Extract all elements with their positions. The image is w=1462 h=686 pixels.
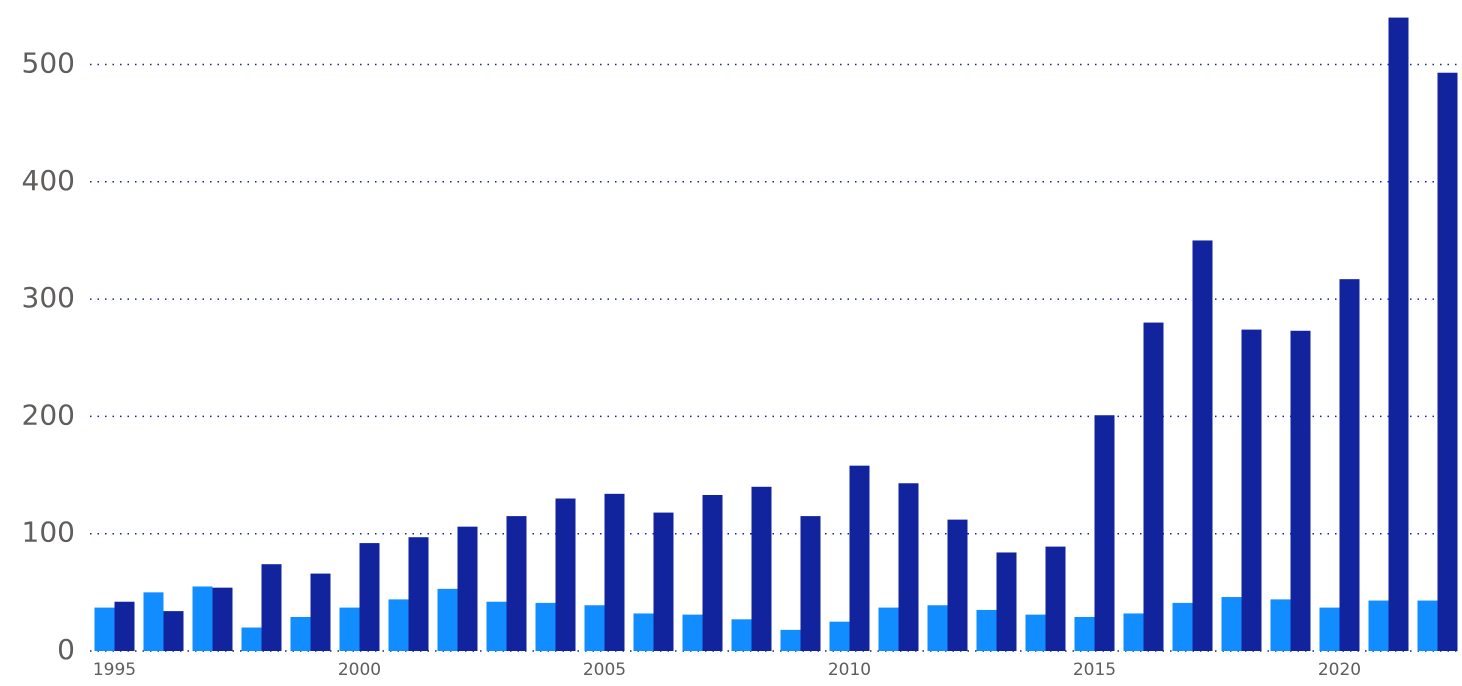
bar (1368, 600, 1389, 651)
y-tick-label: 100 (22, 516, 75, 549)
bar (1123, 613, 1144, 651)
bar (192, 586, 213, 651)
bar (1388, 17, 1409, 651)
bar (633, 613, 654, 651)
bar (290, 616, 311, 651)
y-tick-label: 300 (22, 281, 75, 314)
bar (849, 465, 870, 651)
x-tick-label: 2010 (828, 660, 871, 680)
bar (702, 494, 723, 651)
bar (751, 486, 772, 651)
x-tick-label: 2015 (1073, 660, 1116, 680)
bar (555, 498, 576, 651)
bar (604, 493, 625, 651)
x-tick-label: 2005 (583, 660, 626, 680)
bar (506, 516, 527, 651)
bar (114, 601, 135, 651)
bar (1339, 279, 1360, 651)
bar (1437, 72, 1458, 652)
bar (359, 543, 380, 651)
bar (1241, 329, 1262, 651)
bar (1143, 322, 1164, 651)
x-tick-label: 2020 (1318, 660, 1361, 680)
bar (163, 611, 184, 651)
bar (1074, 616, 1095, 651)
bar (653, 512, 674, 651)
bar (947, 519, 968, 651)
bar (682, 614, 703, 651)
bar (1319, 607, 1340, 651)
bar (878, 607, 899, 651)
x-tick-label: 1995 (93, 660, 136, 680)
bar (996, 552, 1017, 651)
bar (1094, 415, 1115, 651)
bar (1172, 602, 1193, 651)
bar (927, 605, 948, 651)
bar (898, 483, 919, 651)
bar (261, 564, 282, 651)
bar (800, 516, 821, 651)
bar (1045, 546, 1066, 651)
bar (212, 587, 233, 651)
bar (486, 601, 507, 651)
bar (310, 573, 331, 651)
bar (829, 621, 850, 651)
bar (388, 599, 409, 651)
bar (1417, 600, 1438, 651)
bar (1192, 240, 1213, 651)
bar (408, 537, 429, 651)
bar (976, 609, 997, 651)
y-tick-label: 200 (22, 398, 75, 431)
y-tick-label: 400 (22, 164, 75, 197)
bar (339, 607, 360, 651)
x-tick-label: 2000 (338, 660, 381, 680)
bar (1270, 599, 1291, 651)
bar (1221, 597, 1242, 651)
bar (241, 627, 262, 651)
bar (143, 592, 164, 651)
bar (437, 588, 458, 651)
bar (780, 629, 801, 651)
bar (535, 602, 556, 651)
bar (731, 619, 752, 651)
y-tick-label: 500 (22, 47, 75, 80)
y-tick-label: 0 (57, 633, 75, 666)
bar (1290, 330, 1311, 651)
bar (584, 605, 605, 651)
bar (457, 526, 478, 651)
bar (94, 607, 115, 651)
bar (1025, 614, 1046, 651)
